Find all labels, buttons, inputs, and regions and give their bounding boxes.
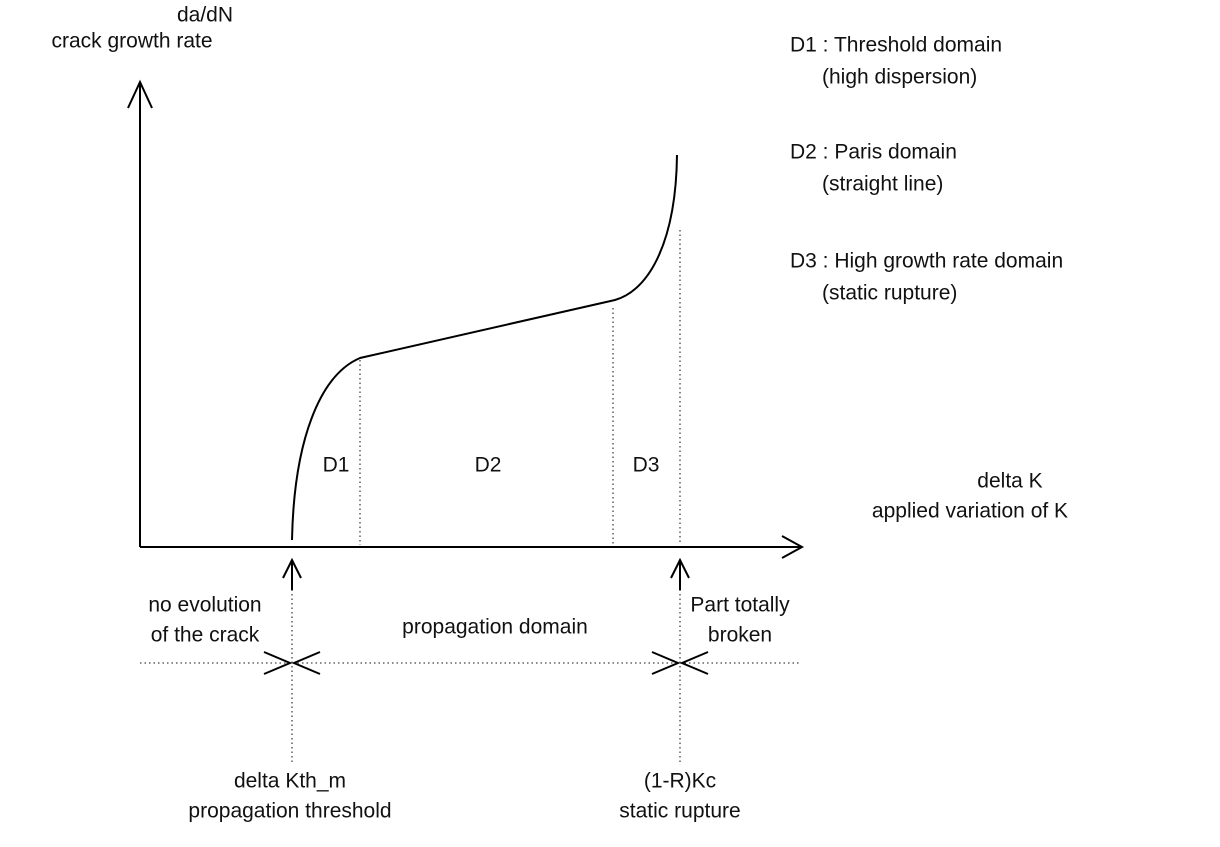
marker-label: (1-R)Kc (644, 770, 716, 793)
marker-note: static rupture (619, 800, 740, 823)
legend-label: D1 : Threshold domain (790, 34, 1002, 57)
domain-label: propagation domain (402, 616, 588, 639)
domain-label: no evolution (148, 594, 261, 617)
arrow-head (291, 651, 321, 675)
dotted-guides (140, 230, 800, 762)
arrow-head (679, 651, 709, 675)
growth-curve (291, 154, 678, 541)
labels: da/dN crack growth rate delta K applied … (51, 4, 1068, 823)
marker-note: propagation threshold (188, 800, 391, 823)
y-axis-label: da/dN (177, 4, 233, 27)
legend-label: D3 : High growth rate domain (790, 250, 1063, 273)
x-axis-sublabel: applied variation of K (872, 500, 1068, 523)
legend-note: (high dispersion) (822, 66, 977, 89)
legend-note: (static rupture) (822, 282, 957, 305)
y-axis-sublabel: crack growth rate (51, 30, 212, 53)
region-label: D3 (633, 454, 660, 477)
domain-label: Part totally (690, 594, 790, 617)
y-arrow (127, 79, 153, 109)
axes (127, 79, 805, 559)
arrows (263, 557, 709, 675)
arrow-head (282, 557, 302, 579)
legend-label: D2 : Paris domain (790, 141, 957, 164)
arrow-head (670, 557, 690, 579)
region-label: D1 (323, 454, 350, 477)
x-arrow (781, 535, 805, 559)
arrow-head (263, 651, 293, 675)
region-label: D2 (475, 454, 502, 477)
domain-label: of the crack (151, 624, 260, 647)
legend-note: (straight line) (822, 173, 943, 196)
domain-label: broken (708, 624, 772, 647)
arrow-head (651, 651, 681, 675)
x-axis-label: delta K (977, 470, 1042, 493)
marker-label: delta Kth_m (234, 770, 346, 793)
